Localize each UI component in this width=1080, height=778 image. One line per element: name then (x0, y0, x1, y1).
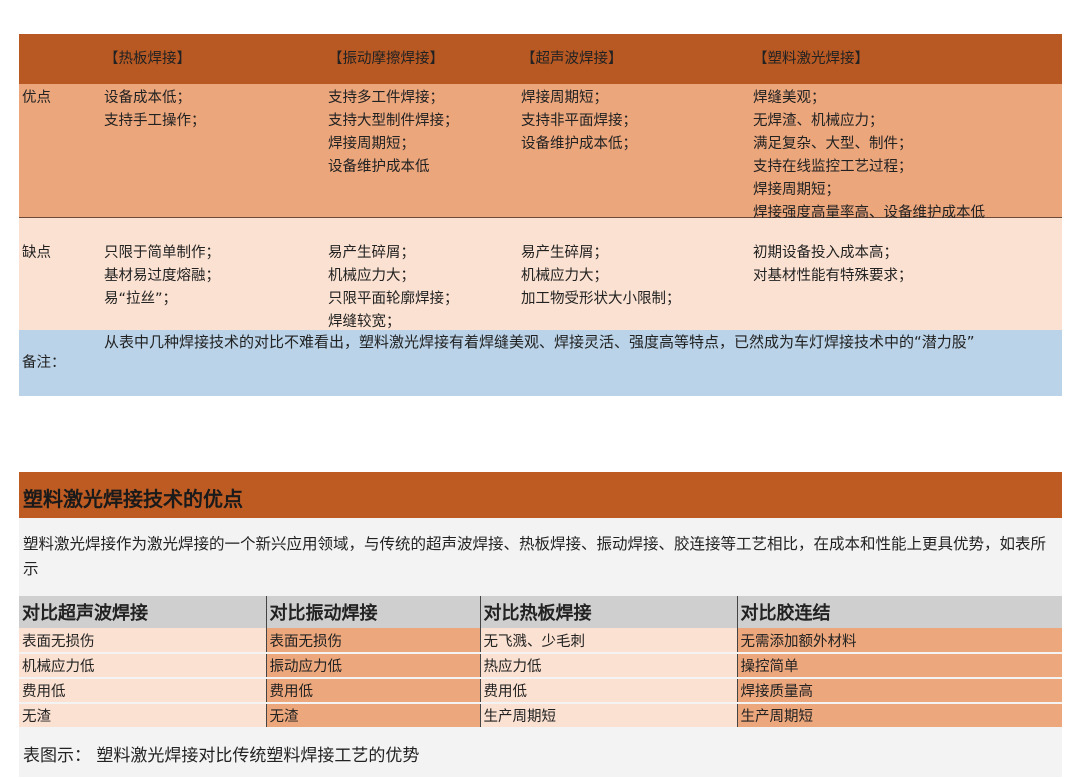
advantages-row: 优点 设备成本低； 支持手工操作； 支持多工件焊接； 支持大型制件焊接； 焊接周… (19, 84, 1062, 221)
column-header: 对比胶连结 (737, 596, 1062, 628)
note-row: 备注： 从表中几种焊接技术的对比不难看出，塑料激光焊接有着焊缝美观、焊接灵活、强… (19, 330, 1062, 396)
table-row: 费用低 费用低 费用低 焊接质量高 (19, 678, 1062, 704)
note-label: 备注： (22, 355, 66, 371)
table-cell: 机械应力低 (19, 653, 267, 679)
table-row: 机械应力低 振动应力低 热应力低 操控简单 (19, 653, 1062, 679)
header-vibration: 【振动摩擦焊接】 (328, 51, 444, 67)
section-title: 塑料激光焊接技术的优点 (19, 472, 1062, 518)
table-cell: 无渣 (19, 703, 267, 729)
header-ultrasonic: 【超声波焊接】 (521, 51, 623, 67)
table-cell: 焊接质量高 (737, 678, 1062, 704)
advantages-cell: 设备成本低； 支持手工操作； (104, 90, 206, 129)
table-cell: 生产周期短 (480, 703, 738, 729)
disadvantages-row: 缺点 只限于简单制作； 基材易过度熔融； 易“拉丝”； 易产生碎屑； 机械应力大… (19, 218, 1062, 330)
advantages-cell: 焊缝美观； 无焊渣、机械应力； 满足复杂、大型、制件； 支持在线监控工艺过程； … (753, 90, 985, 221)
advantages-cell: 支持多工件焊接； 支持大型制件焊接； 焊接周期短； 设备维护成本低 (328, 90, 459, 175)
disadvantages-label: 缺点 (22, 245, 51, 261)
disadvantages-cell: 易产生碎屑； 机械应力大； 加工物受形状大小限制； (521, 245, 681, 307)
disadvantages-cell: 只限于简单制作； 基材易过度熔融； 易“拉丝”； (104, 245, 220, 307)
column-header: 对比超声波焊接 (19, 596, 267, 628)
header-row: 【热板焊接】 【振动摩擦焊接】 【超声波焊接】 【塑料激光焊接】 (19, 34, 1062, 84)
column-header: 对比振动焊接 (266, 596, 481, 628)
disadvantages-cell: 易产生碎屑； 机械应力大； 只限平面轮廓焊接； 焊缝较宽； (328, 245, 459, 330)
table-cell: 表面无损伤 (266, 628, 481, 654)
note-text: 从表中几种焊接技术的对比不难看出，塑料激光焊接有着焊缝美观、焊接灵活、强度高等特… (104, 333, 975, 351)
table-cell: 无渣 (266, 703, 481, 729)
table-cell: 操控简单 (737, 653, 1062, 679)
laser-advantages-section: 塑料激光焊接技术的优点 塑料激光焊接作为激光焊接的一个新兴应用领域，与传统的超声… (19, 472, 1062, 777)
table-cell: 费用低 (266, 678, 481, 704)
table-cell: 费用低 (480, 678, 738, 704)
header-hot-plate: 【热板焊接】 (104, 51, 191, 67)
table-cell: 生产周期短 (737, 703, 1062, 729)
advantages-label: 优点 (22, 90, 51, 106)
welding-comparison-table: 【热板焊接】 【振动摩擦焊接】 【超声波焊接】 【塑料激光焊接】 优点 设备成本… (19, 34, 1062, 396)
section-paragraph: 塑料激光焊接作为激光焊接的一个新兴应用领域，与传统的超声波焊接、热板焊接、振动焊… (23, 535, 1047, 578)
table-cell: 费用低 (19, 678, 267, 704)
table-caption: 表图示： 塑料激光焊接对比传统塑料焊接工艺的优势 (23, 746, 420, 766)
column-header: 对比热板焊接 (480, 596, 738, 628)
advantages-cell: 焊接周期短； 支持非平面焊接； 设备维护成本低； (521, 90, 637, 152)
advantages-table: 对比超声波焊接 对比振动焊接 对比热板焊接 对比胶连结 表面无损伤 表面无损伤 无飞… (19, 596, 1062, 729)
table-cell: 振动应力低 (266, 653, 481, 679)
table-cell: 无飞溅、少毛刺 (480, 628, 738, 654)
header-laser: 【塑料激光焊接】 (753, 51, 869, 67)
table-row: 表面无损伤 表面无损伤 无飞溅、少毛刺 无需添加额外材料 (19, 628, 1062, 654)
table-row: 无渣 无渣 生产周期短 生产周期短 (19, 703, 1062, 729)
table-cell: 表面无损伤 (19, 628, 267, 654)
disadvantages-cell: 初期设备投入成本高； 对基材性能有特殊要求； (753, 245, 913, 284)
table-cell: 热应力低 (480, 653, 738, 679)
table-cell: 无需添加额外材料 (737, 628, 1062, 654)
